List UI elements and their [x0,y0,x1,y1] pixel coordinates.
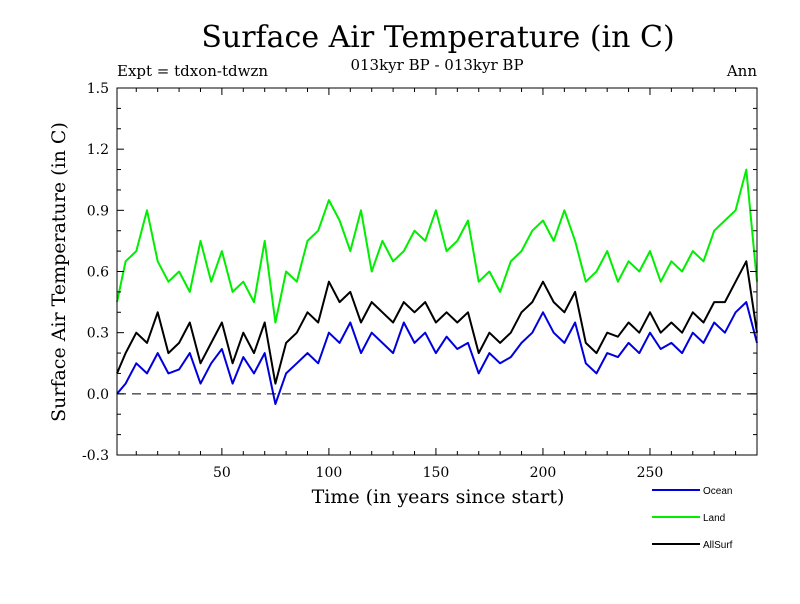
legend-label-ocean: Ocean [703,486,732,497]
y-tick-label: 0.3 [87,326,109,342]
series-line-land [116,168,758,324]
experiment-annotation: Expt = tdxon-tdwzn [117,62,268,80]
x-tick-label: 250 [637,465,664,481]
series-line-allsurf [116,260,758,385]
y-tick-label: 0.6 [87,265,109,281]
y-tick-label: -0.3 [82,448,109,464]
x-tick-label: 150 [423,465,450,481]
x-tick-label: 100 [316,465,343,481]
plot-frame [116,87,758,456]
y-tick-label: 0.9 [87,203,109,219]
period-annotation: Ann [726,62,757,80]
ticks-layer: 50 100 150 200 250 -0.3 0.0 0.3 0.6 0.9 1.2 1.5 [82,81,757,481]
y-axis-label: Surface Air Temperature (in C) [48,122,70,422]
series-layer [116,168,758,405]
series-line-ocean [116,301,758,405]
x-tick-label: 50 [213,465,231,481]
legend: Ocean Land AllSurf [652,486,733,551]
y-tick-label: 1.2 [87,142,109,158]
y-tick-label: 0.0 [87,387,109,403]
x-tick-label: 200 [530,465,557,481]
legend-label-allsurf: AllSurf [703,540,733,551]
y-tick-label: 1.5 [87,81,109,97]
x-axis-label: Time (in years since start) [312,486,565,508]
legend-label-land: Land [703,513,725,524]
chart-subtitle: 013kyr BP - 013kyr BP [350,56,523,74]
chart-title: Surface Air Temperature (in C) [201,20,674,55]
